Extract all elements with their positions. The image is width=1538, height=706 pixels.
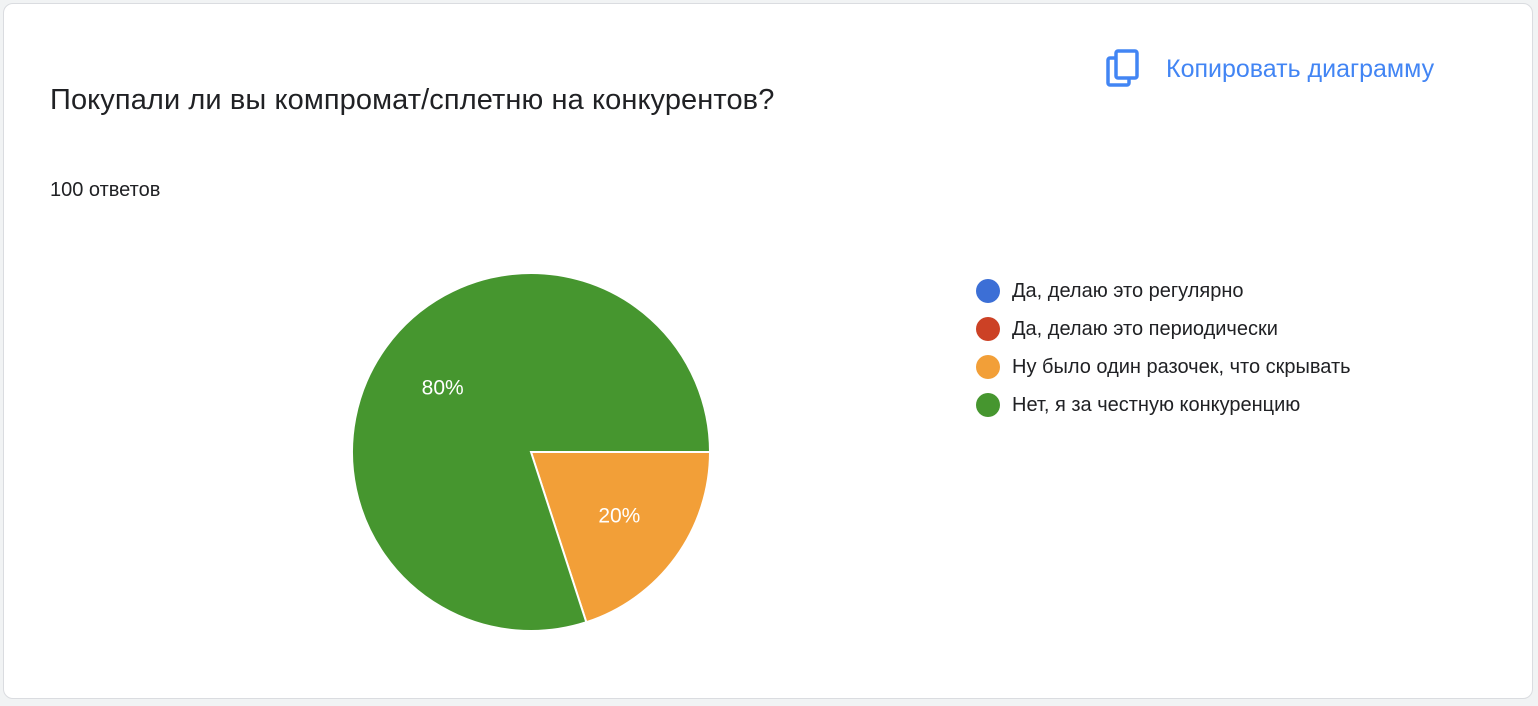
pie-slice-2[interactable]: [529, 451, 712, 624]
pie-slice-3[interactable]: [351, 272, 712, 632]
legend-swatch-0: [976, 279, 1000, 303]
chart-card: Покупали ли вы компромат/сплетню на конк…: [3, 3, 1533, 699]
legend-label-3: Нет, я за честную конкуренцию: [1012, 393, 1301, 416]
legend-swatch-3: [976, 393, 1000, 417]
legend-label-2: Ну было один разочек, что скрывать: [1012, 355, 1351, 378]
legend-item-3[interactable]: Нет, я за честную конкуренцию: [976, 386, 1351, 424]
question-title: Покупали ли вы компромат/сплетню на конк…: [50, 84, 775, 116]
legend-label-0: Да, делаю это регулярно: [1012, 279, 1244, 302]
legend-swatch-2: [976, 355, 1000, 379]
pie-chart: 20% 80%: [351, 272, 712, 632]
copy-chart-label: Копировать диаграмму: [1166, 54, 1435, 83]
pie-data-label-3: 80%: [422, 376, 464, 399]
chart-legend: Да, делаю это регулярно Да, делаю это пер…: [976, 272, 1351, 424]
copy-chart-button[interactable]: Копировать диаграмму: [1096, 44, 1442, 94]
legend-item-0[interactable]: Да, делаю это регулярно: [976, 272, 1351, 310]
response-count: 100 ответов: [50, 179, 161, 201]
legend-item-2[interactable]: Ну было один разочек, что скрывать: [976, 348, 1351, 386]
legend-swatch-1: [976, 317, 1000, 341]
copy-icon: [1106, 49, 1139, 87]
legend-label-1: Да, делаю это периодически: [1012, 317, 1278, 340]
pie-data-label-2: 20%: [598, 505, 640, 528]
legend-item-1[interactable]: Да, делаю это периодически: [976, 310, 1351, 348]
